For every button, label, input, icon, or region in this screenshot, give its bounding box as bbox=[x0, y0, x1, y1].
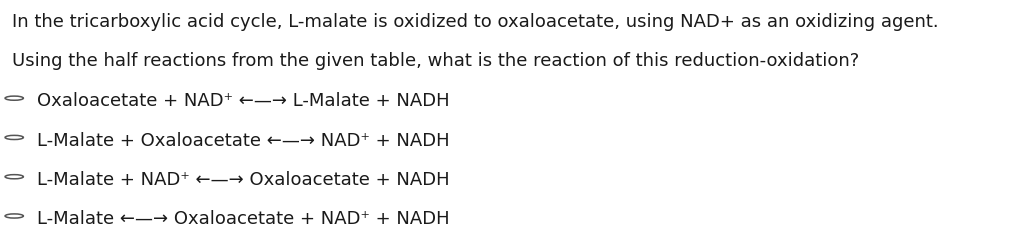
Text: L-Malate ←—→ Oxaloacetate + NAD⁺ + NADH: L-Malate ←—→ Oxaloacetate + NAD⁺ + NADH bbox=[37, 210, 450, 228]
Text: L-Malate + Oxaloacetate ←—→ NAD⁺ + NADH: L-Malate + Oxaloacetate ←—→ NAD⁺ + NADH bbox=[37, 132, 450, 150]
Text: Using the half reactions from the given table, what is the reaction of this redu: Using the half reactions from the given … bbox=[12, 52, 859, 70]
Text: Oxaloacetate + NAD⁺ ←—→ L-Malate + NADH: Oxaloacetate + NAD⁺ ←—→ L-Malate + NADH bbox=[37, 92, 450, 110]
Text: L-Malate + NAD⁺ ←—→ Oxaloacetate + NADH: L-Malate + NAD⁺ ←—→ Oxaloacetate + NADH bbox=[37, 171, 450, 189]
Text: In the tricarboxylic acid cycle, L-malate is oxidized to oxaloacetate, using NAD: In the tricarboxylic acid cycle, L-malat… bbox=[12, 13, 939, 31]
